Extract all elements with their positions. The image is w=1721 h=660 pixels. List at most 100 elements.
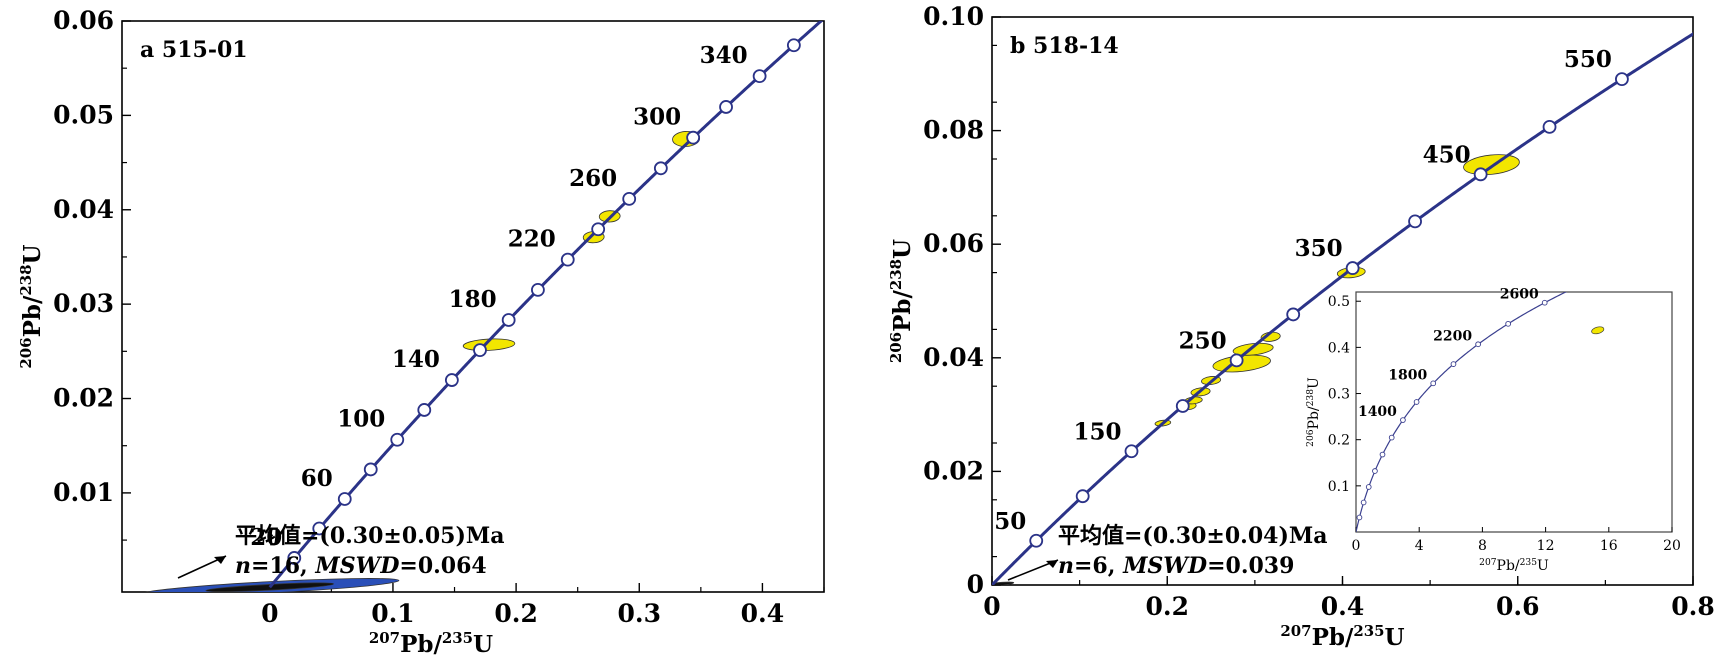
age-marker (1124, 444, 1139, 459)
inset-age-marker (1365, 484, 1372, 490)
pointer-arrowhead (214, 556, 226, 564)
inset-age-marker (1450, 361, 1457, 367)
concordia-panel-a: 0.01 0.02 0.03 0.04 0.05 0.06 0 0.1 0.2 0.3 0.4 207… (17, 6, 825, 658)
age-marker (719, 100, 733, 114)
x-tick-label: 0.4 (1321, 592, 1365, 621)
pointer-arrowhead (1046, 560, 1058, 568)
stats-n-mswd: n=6, MSWD=0.039 (1058, 553, 1294, 579)
panel-label: a 515-01 (140, 37, 248, 63)
age-marker (1345, 261, 1360, 275)
inset-age-label: 2600 (1500, 287, 1539, 303)
inset-concordia-curve (1356, 292, 1568, 532)
age-marker (752, 69, 767, 84)
y-tick-label: 0.10 (923, 2, 984, 31)
concordia-curve (268, 21, 824, 589)
x-tick-label: 0.4 (741, 599, 785, 628)
age-label: 550 (1564, 46, 1612, 73)
inset-x-tick-label: 12 (1537, 538, 1555, 554)
age-label: 250 (1179, 327, 1227, 354)
age-marker (1075, 489, 1090, 504)
age-label: 450 (1423, 141, 1471, 168)
age-marker (622, 191, 637, 206)
inset-age-label: 2200 (1433, 328, 1472, 344)
age-marker (444, 373, 459, 387)
inset-x-tick-label: 0 (1352, 538, 1361, 554)
stats-mean-age: 平均值=(0.30±0.05)Ma (235, 523, 504, 549)
age-marker (1286, 307, 1301, 322)
inset-age-marker (1413, 399, 1420, 405)
error-ellipse (205, 582, 335, 592)
y-tick-label: 0 (967, 570, 984, 599)
age-label: 220 (508, 226, 556, 253)
inset-age-label: 1800 (1388, 367, 1427, 383)
inset-age-marker (1430, 380, 1437, 387)
age-marker (1229, 353, 1244, 368)
concordia-panel-b: 00.020.040.060.080.100 0.2 0.4 0.6 0.8207Pb/… (887, 2, 1715, 651)
age-marker (686, 130, 701, 145)
y-tick-label: 0.03 (53, 289, 114, 318)
age-label: 180 (449, 286, 497, 313)
age-marker (501, 313, 516, 327)
y-tick-label: 0.02 (53, 384, 114, 413)
error-ellipse (1232, 342, 1274, 356)
age-marker (287, 551, 302, 565)
age-marker (417, 403, 432, 417)
age-label: 350 (1295, 235, 1343, 262)
stats-n-mswd: n=16, MSWD=0.064 (235, 553, 487, 579)
age-label: 140 (392, 346, 440, 373)
y-tick-label: 0.01 (53, 478, 114, 507)
inset-x-tick-label: 4 (1415, 538, 1424, 554)
inset-y-tick-label: 0.4 (1328, 340, 1350, 356)
age-marker (1175, 399, 1190, 413)
age-marker (1542, 120, 1557, 134)
age-label: 60 (301, 465, 333, 492)
age-label: 20 (250, 524, 282, 551)
panel-label: b 518-14 (1010, 33, 1119, 59)
x-tick-label: 0.6 (1496, 592, 1540, 621)
age-label: 260 (569, 165, 617, 192)
y-axis-title: 206Pb/238U (17, 244, 46, 368)
age-label: 100 (337, 406, 385, 433)
inset-age-marker (1400, 417, 1406, 423)
age-marker (1615, 72, 1629, 87)
age-marker (473, 343, 487, 357)
inset-age-marker (1505, 320, 1511, 327)
inset-x-tick-label: 16 (1600, 538, 1618, 554)
plot-frame (121, 20, 825, 593)
inset-error-ellipse (1591, 326, 1605, 335)
inset-age-label: 1400 (1358, 404, 1397, 420)
age-marker (560, 252, 575, 267)
inset-x-axis-title: 207Pb/235U (1479, 558, 1549, 574)
inset-plot-area (1356, 292, 1605, 532)
y-tick-label: 0.08 (923, 116, 984, 145)
x-axis-title: 207Pb/235U (369, 629, 493, 658)
y-axis-title: 206Pb/238U (887, 239, 916, 363)
inset-frame (1355, 291, 1673, 533)
y-tick-label: 0.04 (923, 343, 984, 372)
age-marker (390, 432, 405, 447)
y-tick-label: 0.05 (53, 100, 114, 129)
age-marker (531, 282, 545, 297)
error-ellipse (992, 581, 1015, 585)
inset-age-marker (1475, 341, 1481, 348)
age-marker (591, 222, 606, 237)
age-marker (1408, 214, 1422, 229)
error-ellipse (1463, 154, 1520, 176)
x-axis-title: 207Pb/235U (1280, 622, 1404, 651)
age-label: 150 (1073, 418, 1121, 445)
stats-mean-age: 平均值=(0.30±0.04)Ma (1058, 523, 1327, 549)
x-tick-label: 0 (261, 599, 278, 628)
age-marker (337, 492, 352, 506)
y-tick-label: 0.02 (923, 456, 984, 485)
inset-y-tick-label: 0.2 (1328, 433, 1350, 449)
inset-y-tick-label: 0.1 (1328, 479, 1350, 495)
inset-y-axis-title: 206Pb/238U (1306, 377, 1322, 447)
inset-age-marker (1356, 514, 1363, 521)
x-tick-label: 0.2 (494, 599, 538, 628)
plot-area (992, 32, 1693, 585)
age-label: 300 (633, 104, 681, 131)
inset-age-marker (1360, 499, 1367, 506)
plot-area (140, 21, 824, 592)
inset-y-tick-label: 0.5 (1328, 294, 1350, 310)
